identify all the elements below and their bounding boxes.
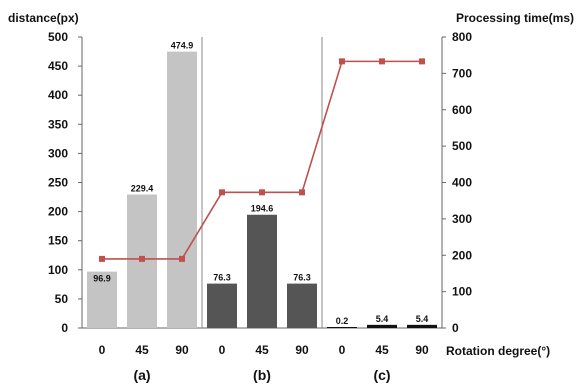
right-tick-label: 500 [452,139,472,153]
left-tick-label: 450 [48,59,68,73]
axes: 0 50 100 150 200 250 300 350 400 450 500 0 100 200 300… [48,30,472,335]
left-tick-label: 150 [48,234,68,248]
right-tick-label: 200 [452,248,472,262]
bar-value-label: 0.2 [336,316,349,326]
left-tick-label: 100 [48,263,68,277]
processing-time-line [99,58,425,262]
labels: 96.9 0 229.4 45 474.9 90 (a) 76.3 0 194.6 45 76.3 90… [93,41,429,383]
x-tick-label: 45 [255,343,269,357]
processing-time-point [219,189,225,196]
bar-value-label: 76.3 [293,273,311,283]
right-axis-title: Processing time(ms) [456,11,574,25]
right-tick-label: 300 [452,212,472,226]
bar-value-label: 96.9 [93,274,111,284]
x-tick-label: 90 [295,343,309,357]
left-tick-label: 200 [48,205,68,219]
processing-time-point [419,58,425,65]
bar-value-label: 194.6 [251,204,274,214]
right-tick-label: 800 [452,30,472,44]
distance-bar [407,324,437,328]
distance-bar [167,51,197,328]
x-axis-title: Rotation degree(°) [446,344,550,358]
left-axis-title: distance(px) [8,11,79,25]
panel-label: (b) [253,367,271,383]
x-tick-label: 90 [175,343,189,357]
processing-time-point [179,255,185,262]
x-tick-label: 45 [375,343,389,357]
bar-value-label: 5.4 [376,314,389,324]
processing-time-point [259,189,265,196]
distance-bar [327,327,357,328]
left-tick-label: 350 [48,117,68,131]
processing-time-point [339,58,345,65]
x-tick-label: 0 [339,343,346,357]
x-tick-label: 45 [135,343,149,357]
right-tick-label: 700 [452,66,472,80]
distance-bar [287,283,317,328]
right-tick-label: 400 [452,176,472,190]
panel-label: (c) [373,367,390,383]
processing-time-point [99,255,105,262]
left-tick-label: 300 [48,146,68,160]
bar-value-label: 474.9 [171,41,194,51]
left-tick-label: 250 [48,176,68,190]
distance-bar [207,283,237,328]
x-tick-label: 0 [99,343,106,357]
panel-label: (a) [133,367,150,383]
bar-value-label: 76.3 [213,273,231,283]
right-tick-label: 100 [452,285,472,299]
left-tick-label: 50 [55,292,69,306]
left-tick-label: 0 [61,321,68,335]
distance-bar [247,214,277,328]
bar-value-label: 5.4 [416,314,429,324]
x-tick-label: 0 [219,343,226,357]
distance-bar [367,324,397,328]
left-tick-label: 400 [48,88,68,102]
right-tick-label: 0 [452,321,459,335]
processing-time-point [299,189,305,196]
bar-value-label: 229.4 [131,183,154,193]
processing-time-point [379,58,385,65]
left-tick-label: 500 [48,30,68,44]
distance-bar [87,271,117,328]
x-tick-label: 90 [415,343,429,357]
right-tick-label: 600 [452,103,472,117]
processing-time-point [139,255,145,262]
